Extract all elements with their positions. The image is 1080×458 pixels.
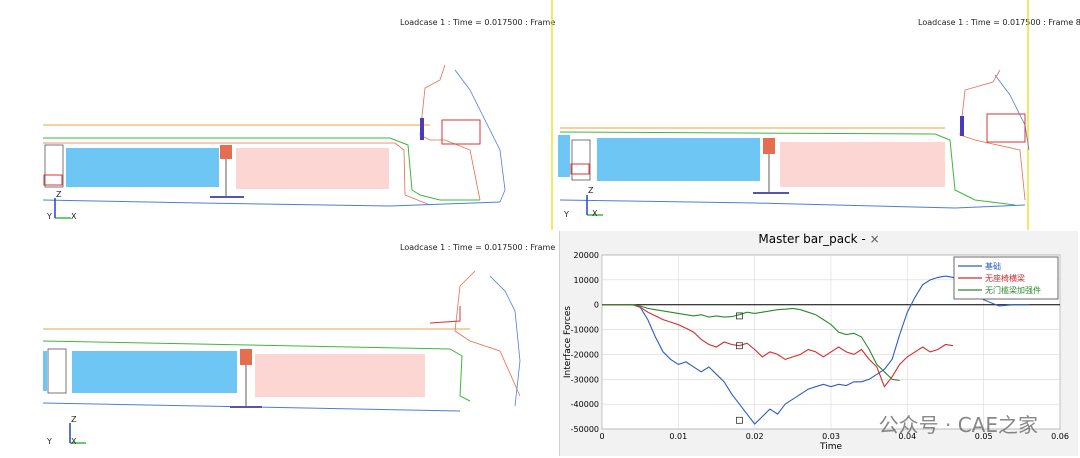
triad-y-label: Y bbox=[564, 210, 569, 219]
vehicle-section-view bbox=[42, 0, 553, 230]
battery-pack-partial bbox=[43, 351, 47, 391]
seat-frame bbox=[47, 348, 67, 394]
series-marker bbox=[735, 342, 743, 350]
sill-line-red bbox=[43, 142, 431, 206]
seat-frame bbox=[44, 144, 64, 188]
battery-pack-left bbox=[597, 138, 760, 181]
door-outline bbox=[419, 64, 481, 201]
underbody-line-blue bbox=[42, 402, 461, 412]
series-line-1 bbox=[602, 275, 1030, 425]
x-tick-label: 0.04 bbox=[898, 432, 916, 441]
axis-triad bbox=[54, 198, 71, 219]
floor-line-green bbox=[42, 340, 471, 402]
plot-title: Master bar_pack - × bbox=[758, 232, 880, 246]
legend-entry: 基础 bbox=[985, 261, 1001, 271]
viewport-bottom-left[interactable]: Loadcase 1 : Time = 0.017500 : Frame 8 Z… bbox=[0, 231, 556, 458]
triad-z-label: Z bbox=[588, 186, 594, 195]
axis-triad bbox=[69, 423, 86, 444]
seat-anchor bbox=[43, 174, 63, 186]
sill-plate bbox=[420, 118, 424, 140]
battery-pack-partial bbox=[558, 135, 570, 177]
x-tick-label: 0.06 bbox=[1051, 432, 1069, 441]
frame-caption: Loadcase 1 : Time = 0.017500 : Frame 8 bbox=[918, 18, 1080, 27]
x-tick-label: 0.05 bbox=[975, 432, 993, 441]
force-time-chart[interactable]: 0 0.01 0.02 0.03 0.04 0.05 0.06 20000 10000 0 -100… bbox=[560, 231, 1078, 456]
bar-foot bbox=[210, 196, 244, 198]
y-tick-label: -30000 bbox=[571, 375, 599, 384]
x-axis-label: Time bbox=[819, 442, 842, 452]
x-tick-label: 0.02 bbox=[746, 432, 764, 441]
battery-pack-left bbox=[72, 351, 237, 393]
y-axis-label: Interface Forces bbox=[563, 306, 573, 379]
triad-x-label: X bbox=[592, 209, 598, 218]
bar-bracket bbox=[240, 349, 252, 365]
underbody-line-blue bbox=[559, 199, 1026, 209]
bar-bracket bbox=[220, 145, 232, 159]
bar-foot bbox=[230, 406, 262, 408]
triad-x-label: X bbox=[71, 437, 77, 446]
triad-y-label: Y bbox=[47, 212, 52, 221]
sill-box bbox=[986, 113, 1026, 143]
vehicle-section-view bbox=[42, 270, 521, 444]
vehicle-section-view bbox=[558, 0, 1030, 230]
sill-box bbox=[429, 306, 461, 324]
triad-x-label: X bbox=[71, 212, 77, 221]
door-inner bbox=[994, 74, 1030, 151]
y-tick-label: 0 bbox=[594, 301, 599, 310]
x-tick-label: 0 bbox=[599, 432, 604, 441]
close-icon[interactable]: × bbox=[869, 232, 880, 246]
y-tick-label: 20000 bbox=[574, 251, 599, 260]
x-tick-label: 0.01 bbox=[669, 432, 687, 441]
frame-caption: Loadcase 1 : Time = 0.017500 : Frame 8 bbox=[400, 243, 556, 252]
floor-line-green bbox=[43, 137, 480, 201]
axis-triad bbox=[586, 195, 603, 216]
watermark: 公众号 · CAE之家 bbox=[878, 413, 1038, 437]
battery-pack-right bbox=[780, 142, 945, 187]
x-tick-label: 0.03 bbox=[822, 432, 840, 441]
y-tick-label: -40000 bbox=[571, 400, 599, 409]
sill-box bbox=[441, 119, 481, 145]
legend-entry: 无门槛梁加强件 bbox=[985, 285, 1041, 295]
y-tick-label: -10000 bbox=[571, 326, 599, 335]
door-outline bbox=[959, 69, 1026, 201]
y-tick-label: 10000 bbox=[574, 276, 599, 285]
legend-entry: 无座椅横梁 bbox=[985, 273, 1025, 283]
viewport-top-right[interactable]: Loadcase 1 : Time = 0.017500 : Frame 8 Z… bbox=[555, 0, 1080, 230]
floor-line-green bbox=[559, 131, 1016, 206]
frame-caption: Loadcase 1 : Time = 0.017500 : Frame 8 bbox=[400, 18, 555, 27]
door-inner bbox=[489, 275, 521, 407]
door-outline bbox=[454, 270, 521, 397]
triad-z-label: Z bbox=[56, 190, 62, 199]
bar-foot bbox=[753, 192, 789, 194]
y-tick-label: -20000 bbox=[571, 350, 599, 359]
seat-anchor bbox=[570, 163, 590, 175]
underbody-line-blue bbox=[42, 199, 501, 207]
series-line-3 bbox=[602, 304, 900, 382]
bar-bracket bbox=[763, 138, 775, 154]
plot-window[interactable]: Master bar_pack - × 0 0.01 0.02 0.03 0.04 0.0… bbox=[559, 231, 1078, 456]
sill-plate bbox=[960, 116, 964, 136]
series-marker bbox=[735, 312, 743, 320]
battery-pack-left bbox=[66, 148, 219, 187]
series-marker bbox=[735, 416, 743, 424]
battery-pack-right bbox=[255, 354, 425, 397]
viewport-top-left[interactable]: Loadcase 1 : Time = 0.017500 : Frame 8 Z… bbox=[0, 0, 555, 230]
triad-z-label: Z bbox=[71, 415, 77, 424]
y-tick-label: -50000 bbox=[571, 425, 599, 434]
seat-frame bbox=[571, 139, 591, 181]
triad-y-label: Y bbox=[47, 437, 52, 446]
battery-pack-right bbox=[236, 148, 389, 189]
door-inner bbox=[454, 69, 506, 203]
series-line-2 bbox=[602, 304, 954, 388]
